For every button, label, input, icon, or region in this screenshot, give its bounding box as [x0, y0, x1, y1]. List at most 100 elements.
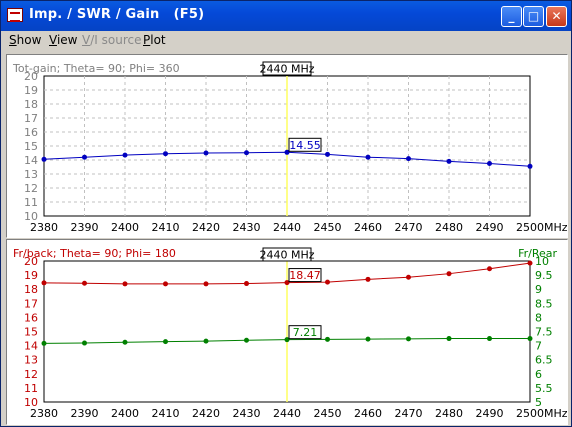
- x-tick-label: 2380: [30, 407, 58, 420]
- value-label: 18.47: [289, 269, 321, 282]
- data-point: [446, 336, 452, 342]
- y-tick-label: 16: [24, 126, 38, 139]
- maximize-button[interactable]: □: [523, 6, 544, 27]
- x-tick-label: 2430: [233, 221, 261, 234]
- y2-tick-label: 7.5: [535, 326, 553, 339]
- y-tick-label: 16: [24, 311, 38, 324]
- y2-tick-label: 9: [535, 283, 542, 296]
- x-tick-label: 2470: [395, 221, 423, 234]
- close-button[interactable]: ✕: [546, 6, 567, 27]
- chart-title: Fr/back; Theta= 90; Phi= 180: [13, 247, 176, 260]
- data-point: [487, 161, 492, 166]
- x-tick-label: 2390: [71, 407, 99, 420]
- data-point: [41, 156, 47, 162]
- data-point: [446, 271, 452, 277]
- app-icon[interactable]: [7, 8, 23, 22]
- marker-label: 2440 MHz: [259, 63, 314, 76]
- y-tick-label: 11: [24, 382, 38, 395]
- x-tick-label: 2400: [111, 221, 139, 234]
- value-label: 14.55: [289, 139, 321, 152]
- data-point: [82, 154, 87, 160]
- y-tick-label: 19: [24, 84, 38, 97]
- x-axis-unit: MHz: [544, 221, 567, 234]
- x-tick-label: 2500: [516, 407, 544, 420]
- x-tick-label: 2440: [273, 221, 301, 234]
- x-tick-label: 2390: [71, 221, 99, 234]
- frback-chart-pane: 20 19 18 17 16 15 14 13 12 11 10 10 9.5 9 8.5 8 7.5 7 6.5 6…: [6, 239, 568, 425]
- y-tick-label: 14: [24, 340, 38, 353]
- title-bar[interactable]: Imp. / SWR / Gain (F5) _ □ ✕: [1, 1, 571, 31]
- x-tick-label: 2480: [435, 221, 463, 234]
- data-point: [203, 338, 209, 344]
- data-point: [244, 281, 249, 287]
- x-tick-label: 2480: [435, 407, 463, 420]
- y-tick-label: 15: [24, 140, 38, 153]
- y2-tick-label: 9.5: [535, 269, 553, 282]
- x-tick-label: 2490: [476, 221, 504, 234]
- data-point: [446, 158, 452, 164]
- minimize-icon: _: [508, 9, 515, 23]
- y-tick-label: 18: [24, 98, 38, 111]
- x-tick-label: 2420: [192, 221, 220, 234]
- data-point: [41, 340, 47, 346]
- window-title: Imp. / SWR / Gain (F5): [29, 7, 205, 22]
- y-tick-label: 12: [24, 368, 38, 381]
- menu-show[interactable]: Show: [9, 33, 42, 47]
- y-tick-label: 17: [24, 112, 38, 125]
- x-tick-label: 2500: [516, 221, 544, 234]
- x-tick-label: 2460: [354, 221, 382, 234]
- x-tick-label: 2450: [314, 407, 342, 420]
- value-label-box: [288, 325, 322, 340]
- data-point: [284, 280, 290, 286]
- y-tick-label: 15: [24, 326, 38, 339]
- value-label-box: [288, 268, 322, 283]
- data-point: [163, 339, 168, 345]
- gain-chart-pane: 20 19 18 17 16 15 14 13 12 11 10 2380 2390 2400 2410 24…: [6, 54, 568, 238]
- data-point: [284, 337, 290, 343]
- y2-tick-label: 8.5: [535, 297, 553, 310]
- data-point: [284, 149, 290, 155]
- minimize-button[interactable]: _: [501, 6, 522, 27]
- y2-tick-label: 7: [535, 340, 542, 353]
- y-tick-label: 17: [24, 297, 38, 310]
- y-tick-label: 18: [24, 283, 38, 296]
- data-point: [163, 151, 168, 157]
- y2-tick-label: 8: [535, 311, 542, 324]
- x-tick-label: 2380: [30, 221, 58, 234]
- frback-chart: 2019181716151413121110109.598.587.576.56…: [13, 247, 567, 420]
- y-tick-label: 11: [24, 196, 38, 209]
- y2-tick-label: 10: [535, 255, 549, 268]
- data-point: [244, 337, 249, 343]
- data-point: [527, 260, 533, 266]
- data-point: [203, 150, 209, 156]
- data-point: [122, 281, 128, 287]
- value-label-box: [288, 137, 322, 152]
- marker-label: 2440 MHz: [259, 249, 314, 262]
- data-point: [82, 340, 87, 346]
- menu-plot[interactable]: Plot: [143, 33, 166, 47]
- y2-tick-label: 6: [535, 368, 542, 381]
- x-tick-label: 2450: [314, 221, 342, 234]
- data-point: [163, 281, 168, 287]
- y2-tick-label: 5: [535, 396, 542, 409]
- y-tick-label: 13: [24, 168, 38, 181]
- data-point: [325, 151, 330, 157]
- x-tick-label: 2460: [354, 407, 382, 420]
- menu-view[interactable]: View: [49, 33, 78, 47]
- data-point: [365, 154, 371, 160]
- y-tick-label: 10: [24, 210, 38, 223]
- data-point: [82, 280, 87, 286]
- chart-title: Tot-gain; Theta= 90; Phi= 360: [12, 62, 180, 75]
- close-icon: ✕: [551, 9, 562, 23]
- menu-vi-source: V/I source: [82, 33, 142, 47]
- data-point: [244, 150, 249, 156]
- data-point: [325, 279, 330, 285]
- x-tick-label: 2400: [111, 407, 139, 420]
- data-point: [527, 336, 533, 342]
- data-point: [365, 336, 371, 342]
- y-tick-label: 14: [24, 154, 38, 167]
- data-point: [365, 276, 371, 282]
- data-point: [325, 336, 330, 342]
